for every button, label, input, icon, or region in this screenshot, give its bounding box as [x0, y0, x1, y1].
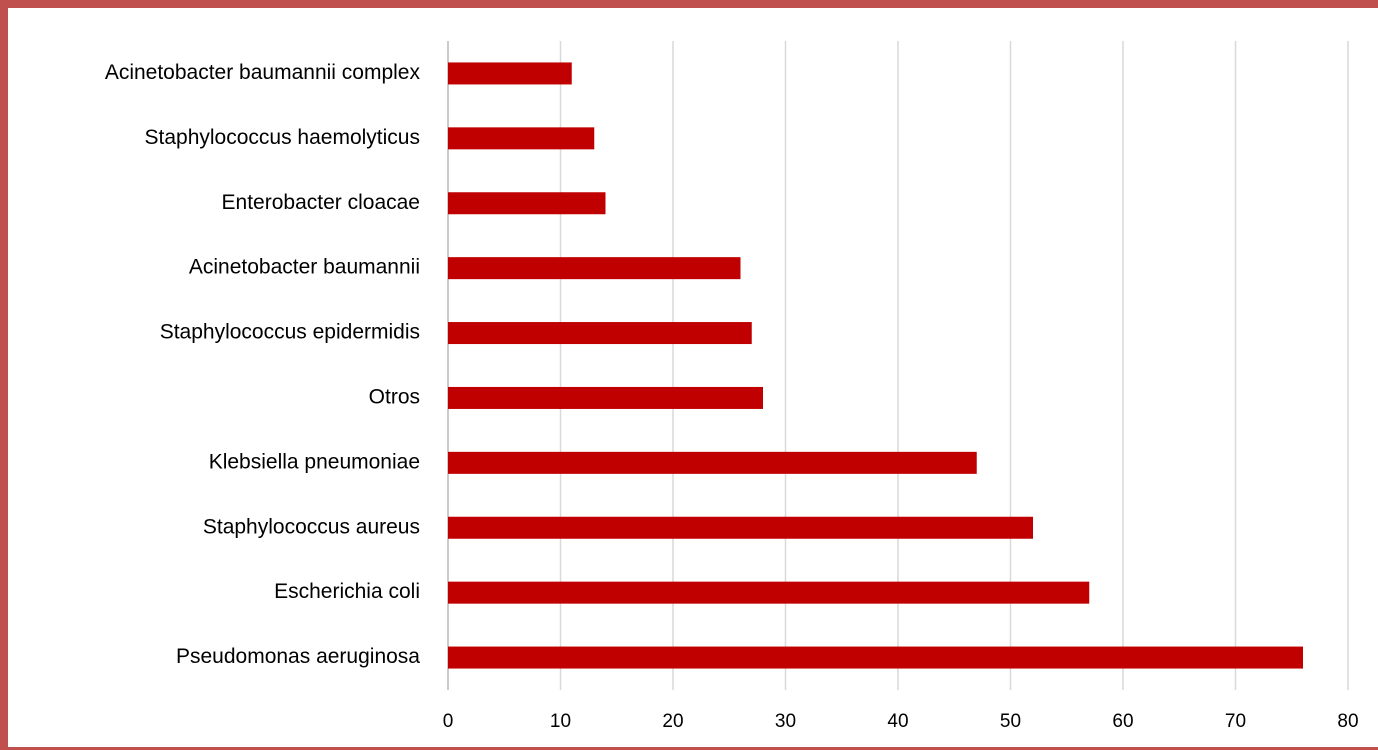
frame-top — [0, 0, 1378, 8]
x-tick-label: 20 — [662, 711, 683, 732]
y-tick-label: Staphylococcus epidermidis — [160, 321, 420, 344]
x-tick-label: 80 — [1337, 711, 1358, 732]
x-tick-label: 10 — [550, 711, 571, 732]
y-tick-label: Klebsiella pneumoniae — [209, 450, 420, 473]
frame-left — [0, 0, 8, 750]
y-tick-label: Staphylococcus haemolyticus — [145, 126, 420, 149]
y-tick-label: Otros — [369, 385, 420, 408]
bar — [448, 192, 606, 215]
bar — [448, 451, 977, 474]
y-tick-label: Enterobacter cloacae — [222, 191, 420, 214]
bar — [448, 322, 752, 345]
x-tick-label: 30 — [775, 711, 796, 732]
bar — [448, 257, 741, 280]
x-tick-label: 40 — [887, 711, 908, 732]
y-tick-label: Acinetobacter baumannii — [189, 256, 420, 279]
bar — [448, 127, 595, 150]
bar — [448, 62, 572, 85]
y-tick-label: Escherichia coli — [274, 580, 420, 603]
x-tick-label: 50 — [1000, 711, 1021, 732]
y-tick-label: Acinetobacter baumannii complex — [105, 61, 421, 84]
y-tick-label: Pseudomonas aeruginosa — [176, 645, 420, 668]
x-tick-label: 0 — [443, 711, 454, 732]
x-tick-label: 70 — [1225, 711, 1246, 732]
bar — [448, 646, 1303, 669]
y-tick-label: Staphylococcus aureus — [203, 515, 420, 538]
frame-bottom — [0, 747, 1378, 750]
bar — [448, 581, 1090, 604]
bar — [448, 386, 763, 409]
bar — [448, 516, 1033, 539]
x-tick-label: 60 — [1112, 711, 1133, 732]
